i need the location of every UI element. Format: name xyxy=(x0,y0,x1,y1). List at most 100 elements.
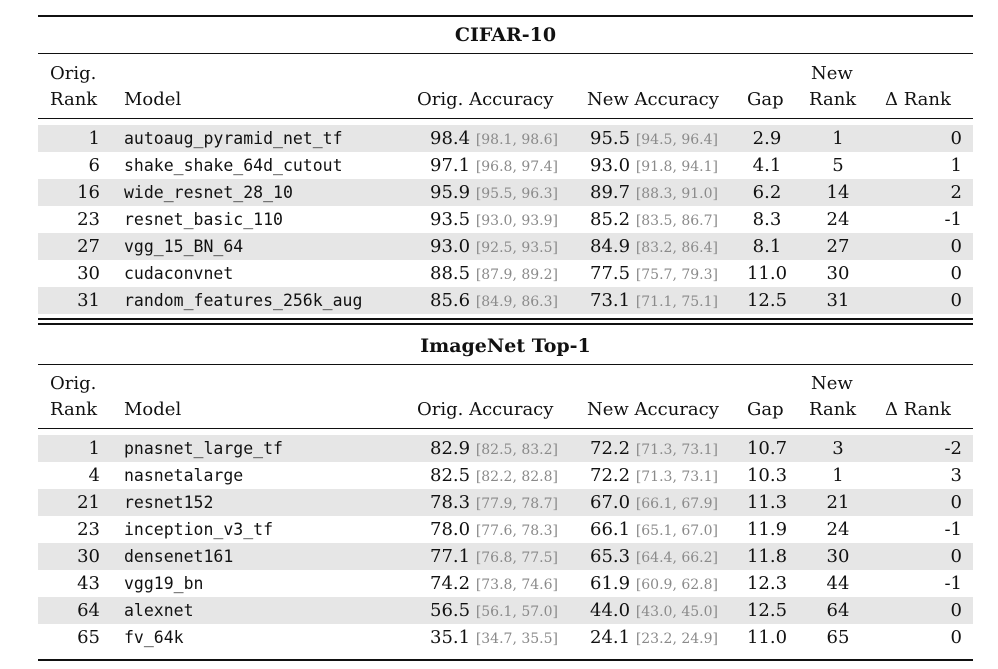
model-name-cell: nasnetalarge xyxy=(124,466,244,485)
new-accuracy-cell: 44.0 [43.0, 45.0] xyxy=(590,597,718,624)
header-delta-rank: Δ Rank xyxy=(885,399,951,420)
orig-accuracy-cell: 35.1 [34.7, 35.5] xyxy=(430,624,558,651)
orig-accuracy-cell: 74.2 [73.8, 74.6] xyxy=(430,570,558,597)
header-delta-rank: Δ Rank xyxy=(885,89,951,110)
orig-rank-cell: 31 xyxy=(77,290,100,311)
table-row: 1 pnasnet_large_tf 82.9 [82.5, 83.2] 72.2 [… xyxy=(38,435,973,462)
new-accuracy-cell: 95.5 [94.5, 96.4] xyxy=(590,125,718,152)
new-rank-cell: 24 xyxy=(826,209,850,230)
orig-accuracy-interval: [93.0, 93.9] xyxy=(475,213,558,229)
model-name-cell: pnasnet_large_tf xyxy=(124,439,283,458)
new-accuracy-value: 66.1 xyxy=(590,519,631,540)
orig-rank-cell: 16 xyxy=(77,182,100,203)
orig-accuracy-cell: 78.0 [77.6, 78.3] xyxy=(430,516,558,543)
orig-accuracy-value: 35.1 xyxy=(430,627,471,648)
new-accuracy-interval: [43.0, 45.0] xyxy=(635,604,718,620)
orig-rank-cell: 65 xyxy=(77,627,100,648)
table-row: 23 resnet_basic_110 93.5 [93.0, 93.9] 85.2 … xyxy=(38,206,973,233)
orig-accuracy-cell: 77.1 [76.8, 77.5] xyxy=(430,543,558,570)
new-accuracy-cell: 72.2 [71.3, 73.1] xyxy=(590,435,718,462)
header-model: Model xyxy=(124,399,182,420)
new-accuracy-value: 72.2 xyxy=(590,465,631,486)
orig-rank-cell: 21 xyxy=(77,492,100,513)
orig-rank-cell: 4 xyxy=(88,465,100,486)
section-title-imagenet: ImageNet Top-1 xyxy=(420,335,591,357)
top-rule xyxy=(38,15,973,17)
delta-rank-cell: 0 xyxy=(950,492,962,513)
new-rank-cell: 44 xyxy=(826,573,850,594)
delta-rank-cell: 0 xyxy=(950,263,962,284)
new-rank-cell: 21 xyxy=(826,492,850,513)
delta-rank-cell: -1 xyxy=(944,573,962,594)
model-name-cell: cudaconvnet xyxy=(124,264,234,283)
table-row: 23 inception_v3_tf 78.0 [77.6, 78.3] 66.1 [… xyxy=(38,516,973,543)
new-accuracy-interval: [65.1, 67.0] xyxy=(635,523,718,539)
orig-rank-cell: 23 xyxy=(77,209,100,230)
orig-accuracy-cell: 93.5 [93.0, 93.9] xyxy=(430,206,558,233)
header-model: Model xyxy=(124,89,182,110)
new-accuracy-value: 89.7 xyxy=(590,182,631,203)
header-new-rank-top: New xyxy=(811,373,853,394)
table-row: 30 densenet161 77.1 [76.8, 77.5] 65.3 [64.4… xyxy=(38,543,973,570)
table-row: 65 fv_64k 35.1 [34.7, 35.5] 24.1 [23.2, 24.… xyxy=(38,624,973,651)
delta-rank-cell: 0 xyxy=(950,128,962,149)
gap-cell: 12.5 xyxy=(746,600,788,621)
header-new-accuracy: New Accuracy xyxy=(587,399,719,420)
orig-accuracy-value: 56.5 xyxy=(430,600,471,621)
new-rank-cell: 64 xyxy=(826,600,850,621)
orig-accuracy-interval: [56.1, 57.0] xyxy=(475,604,558,620)
delta-rank-cell: 0 xyxy=(950,600,962,621)
new-accuracy-interval: [66.1, 67.9] xyxy=(635,496,718,512)
delta-rank-cell: 0 xyxy=(950,290,962,311)
new-accuracy-cell: 67.0 [66.1, 67.9] xyxy=(590,489,718,516)
new-accuracy-interval: [71.3, 73.1] xyxy=(635,469,718,485)
delta-rank-cell: 3 xyxy=(950,465,962,486)
orig-accuracy-value: 97.1 xyxy=(430,155,471,176)
table-row: 64 alexnet 56.5 [56.1, 57.0] 44.0 [43.0, 45… xyxy=(38,597,973,624)
orig-accuracy-value: 78.0 xyxy=(430,519,471,540)
table-row: 4 nasnetalarge 82.5 [82.2, 82.8] 72.2 [71.3… xyxy=(38,462,973,489)
header-new-accuracy: New Accuracy xyxy=(587,89,719,110)
orig-accuracy-value: 85.6 xyxy=(430,290,471,311)
model-name-cell: densenet161 xyxy=(124,547,234,566)
table-row: 21 resnet152 78.3 [77.9, 78.7] 67.0 [66.1, … xyxy=(38,489,973,516)
header-rule xyxy=(38,428,973,429)
orig-accuracy-interval: [87.9, 89.2] xyxy=(475,267,558,283)
orig-accuracy-cell: 97.1 [96.8, 97.4] xyxy=(430,152,558,179)
new-accuracy-value: 44.0 xyxy=(590,600,631,621)
header-new-rank-bottom: Rank xyxy=(809,399,857,420)
double-rule-upper xyxy=(38,318,973,320)
table-row: 16 wide_resnet_28_10 95.9 [95.5, 96.3] 89.7… xyxy=(38,179,973,206)
orig-accuracy-cell: 98.4 [98.1, 98.6] xyxy=(430,125,558,152)
gap-cell: 4.1 xyxy=(752,155,782,176)
orig-accuracy-value: 78.3 xyxy=(430,492,471,513)
header-gap: Gap xyxy=(747,89,784,110)
gap-cell: 10.7 xyxy=(746,438,788,459)
orig-accuracy-cell: 78.3 [77.9, 78.7] xyxy=(430,489,558,516)
orig-accuracy-value: 74.2 xyxy=(430,573,471,594)
gap-cell: 11.9 xyxy=(746,519,788,540)
new-rank-cell: 3 xyxy=(832,438,844,459)
header-rule xyxy=(38,118,973,119)
orig-rank-cell: 64 xyxy=(77,600,100,621)
table-row: 6 shake_shake_64d_cutout 97.1 [96.8, 97.4]… xyxy=(38,152,973,179)
new-accuracy-cell: 66.1 [65.1, 67.0] xyxy=(590,516,718,543)
orig-accuracy-interval: [95.5, 96.3] xyxy=(475,186,558,202)
orig-rank-cell: 27 xyxy=(77,236,100,257)
new-accuracy-interval: [83.2, 86.4] xyxy=(635,240,718,256)
orig-accuracy-value: 82.9 xyxy=(430,438,471,459)
new-accuracy-interval: [23.2, 24.9] xyxy=(635,631,718,647)
new-accuracy-interval: [94.5, 96.4] xyxy=(635,132,718,148)
orig-rank-cell: 43 xyxy=(77,573,100,594)
header-new-rank-bottom: Rank xyxy=(809,89,857,110)
new-accuracy-interval: [64.4, 66.2] xyxy=(635,550,718,566)
delta-rank-cell: -1 xyxy=(944,209,962,230)
orig-accuracy-interval: [84.9, 86.3] xyxy=(475,294,558,310)
orig-rank-cell: 30 xyxy=(77,263,100,284)
delta-rank-cell: -1 xyxy=(944,519,962,540)
model-name-cell: autoaug_pyramid_net_tf xyxy=(124,129,343,148)
new-accuracy-interval: [91.8, 94.1] xyxy=(635,159,718,175)
delta-rank-cell: 0 xyxy=(950,627,962,648)
model-name-cell: resnet_basic_110 xyxy=(124,210,283,229)
model-name-cell: random_features_256k_aug xyxy=(124,291,363,310)
